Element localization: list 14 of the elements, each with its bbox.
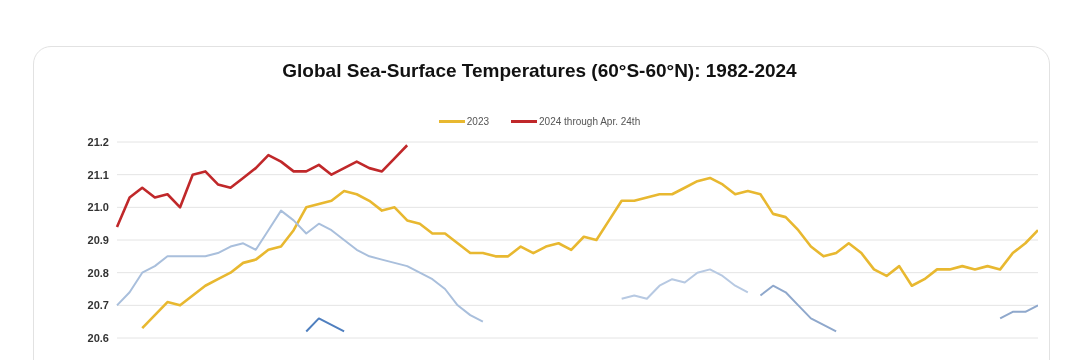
line-series [116,209,484,323]
legend-label: 2023 [466,116,490,127]
y-tick-label: 20.8 [87,266,109,279]
chart-title: Global Sea-Surface Temperatures (60°S-60°N): 1982-2024 [281,60,798,82]
y-tick-label: 21.0 [87,201,109,214]
y-tick-label: 20.9 [87,233,109,246]
legend-label: 2024 through Apr. 24th [539,116,641,127]
y-tick-label: 21.1 [87,168,109,181]
y-tick-label: 20.6 [87,331,109,344]
line-series [140,176,1038,330]
y-tick-label: 21.2 [87,135,109,148]
line-series [620,268,749,300]
line-series [115,143,409,229]
y-tick-label: 20.7 [87,299,109,312]
